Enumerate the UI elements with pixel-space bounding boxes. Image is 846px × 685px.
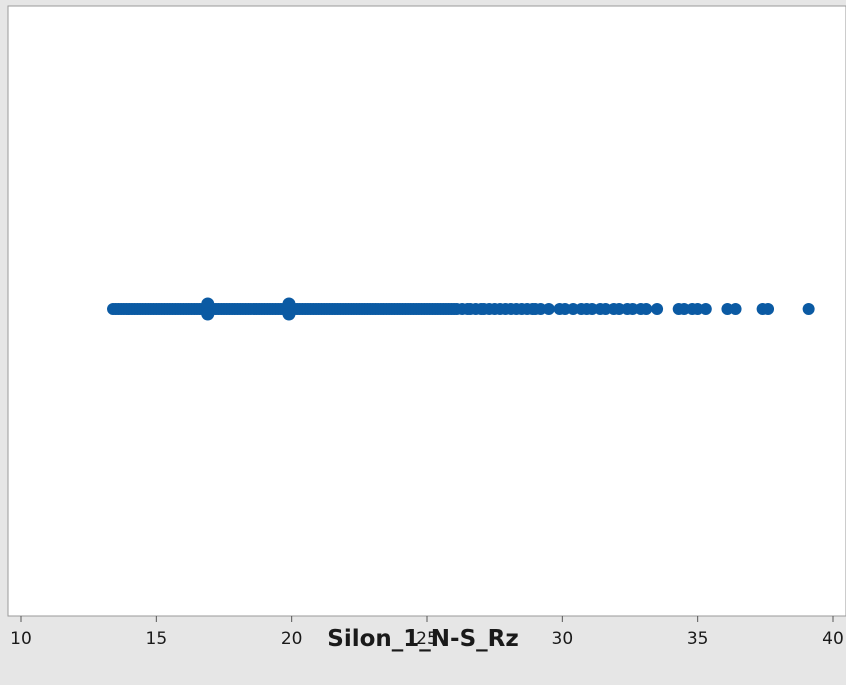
data-points xyxy=(107,297,815,321)
data-point xyxy=(802,303,815,315)
data-point xyxy=(729,303,742,315)
data-point xyxy=(640,303,653,315)
data-point xyxy=(699,303,712,315)
x-axis-label: Silon_1_N-S_Rz xyxy=(327,626,519,652)
data-point xyxy=(651,303,664,315)
x-tick-label: 40 xyxy=(822,629,844,649)
x-tick-label: 15 xyxy=(146,629,168,649)
x-tick-label: 35 xyxy=(687,629,709,649)
x-tick-label: 30 xyxy=(552,629,574,649)
x-axis-ticks: 10 15 20 25 30 35 40 xyxy=(10,616,844,649)
x-tick-label: 20 xyxy=(281,629,303,649)
x-tick-label: 10 xyxy=(10,629,32,649)
data-point xyxy=(542,303,555,315)
x-tick-label: 25 xyxy=(416,629,438,649)
data-point-cluster xyxy=(282,307,296,321)
data-point-cluster xyxy=(201,307,215,321)
data-point-cluster xyxy=(282,297,296,311)
data-point-cluster xyxy=(201,297,215,311)
data-point xyxy=(762,303,775,315)
